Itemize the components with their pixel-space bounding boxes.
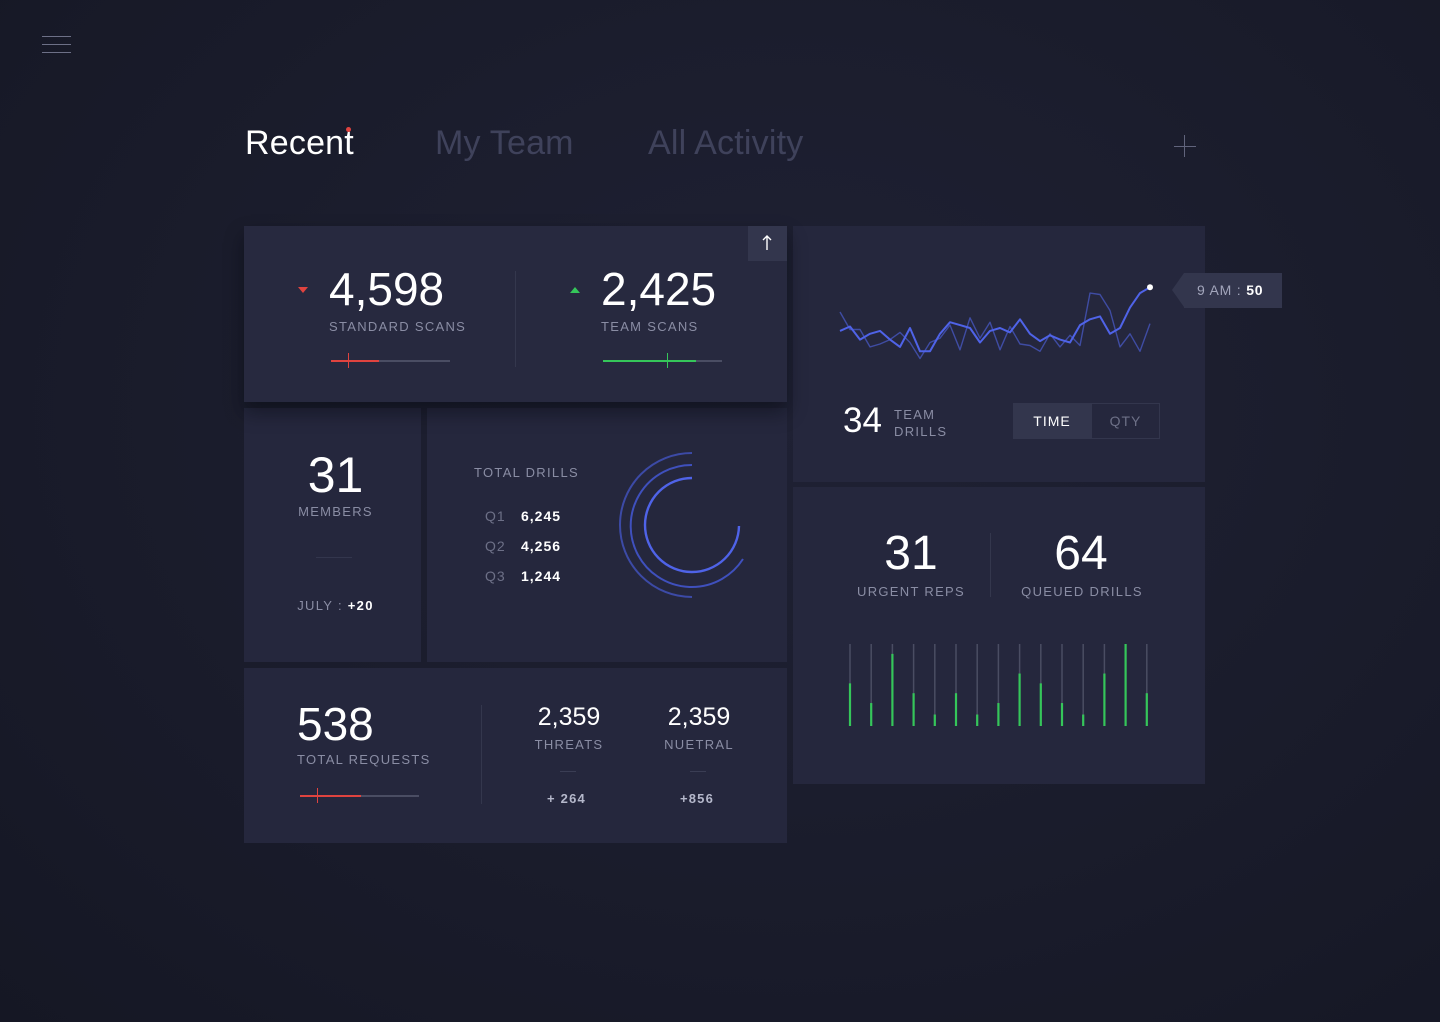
standard-scans-label: STANDARD SCANS [329, 319, 467, 334]
quarter-label: Q3 [485, 568, 506, 584]
month-delta: +20 [347, 598, 374, 613]
members-label: MEMBERS [298, 504, 373, 519]
queued-drills-value: 64 [1054, 527, 1108, 580]
members-value: 31 [307, 447, 364, 503]
upload-button[interactable] [748, 226, 787, 261]
radial-arc-q1 [619, 452, 693, 598]
add-icon[interactable] [1174, 135, 1196, 157]
radial-arc-q2 [629, 463, 744, 588]
divider [990, 533, 991, 597]
trend-up-icon [570, 287, 580, 293]
team-scans-label: TEAM SCANS [601, 319, 699, 334]
chart-tooltip: 9 AM : 50 [1172, 273, 1282, 308]
members-july: JULY : +20 [244, 598, 427, 613]
queued-drills-label: QUEUED DRILLS [1021, 584, 1143, 599]
urgent-reps-label: URGENT REPS [857, 584, 965, 599]
team-scans-progress [603, 353, 722, 368]
total-drills-card [427, 408, 787, 662]
notification-dot [346, 127, 351, 132]
requests-value: 538 [297, 698, 374, 750]
line-series-primary [839, 286, 1151, 353]
divider [316, 557, 352, 558]
urgent-card [793, 487, 1205, 784]
members-card [244, 408, 421, 662]
neutral-delta: +856 [679, 791, 715, 806]
tooltip-value: 50 [1246, 282, 1264, 298]
requests-label: TOTAL REQUESTS [297, 752, 431, 767]
quarter-row: Q1 6,245 [485, 508, 561, 524]
drills-radial-chart [619, 452, 744, 598]
highlight-point [1147, 284, 1153, 291]
quarter-label: Q1 [485, 508, 506, 524]
urgent-reps-value: 31 [884, 527, 938, 580]
quarter-label: Q2 [485, 538, 506, 554]
team-drills-value: 34 [843, 401, 882, 440]
standard-scans-value: 4,598 [329, 263, 445, 315]
threats-label: THREATS [534, 737, 604, 752]
trend-down-icon [298, 287, 308, 293]
divider [481, 705, 482, 804]
team-drills-label: TEAM DRILLS [894, 406, 947, 440]
quarter-value: 6,245 [521, 508, 562, 524]
time-toggle[interactable]: TIME [1013, 403, 1091, 439]
threats-delta: + 264 [547, 791, 586, 806]
tab-my-team[interactable]: My Team [435, 124, 574, 162]
requests-progress [300, 788, 419, 803]
neutral-value: 2,359 [667, 703, 731, 731]
divider [560, 771, 576, 772]
line-series-secondary [839, 292, 1151, 360]
menu-icon[interactable] [42, 36, 71, 53]
team-drills-label-line2: DRILLS [894, 424, 948, 439]
threats-value: 2,359 [537, 703, 601, 731]
month-label: JULY : [297, 598, 348, 613]
total-drills-label: TOTAL DRILLS [474, 465, 579, 480]
tab-recent[interactable]: Recent [245, 124, 354, 162]
quarter-row: Q2 4,256 [485, 538, 561, 554]
quarter-row: Q3 1,244 [485, 568, 561, 584]
urgent-bar-chart [848, 644, 1148, 726]
tab-all-activity[interactable]: All Activity [648, 124, 804, 162]
radial-arc-q3 [643, 476, 741, 574]
team-drills-card [793, 226, 1205, 482]
standard-scans-progress [331, 353, 450, 368]
arrow-up-icon [762, 235, 772, 250]
qty-toggle[interactable]: QTY [1091, 403, 1160, 439]
neutral-label: NUETRAL [664, 737, 734, 752]
divider [690, 771, 706, 772]
tooltip-time: 9 AM : [1197, 282, 1247, 298]
divider [515, 271, 516, 367]
team-drills-line-chart [839, 284, 1153, 360]
team-drills-label-line1: TEAM [894, 407, 936, 422]
team-scans-value: 2,425 [601, 263, 717, 315]
requests-card [244, 668, 787, 843]
quarter-value: 4,256 [521, 538, 562, 554]
quarter-value: 1,244 [521, 568, 562, 584]
